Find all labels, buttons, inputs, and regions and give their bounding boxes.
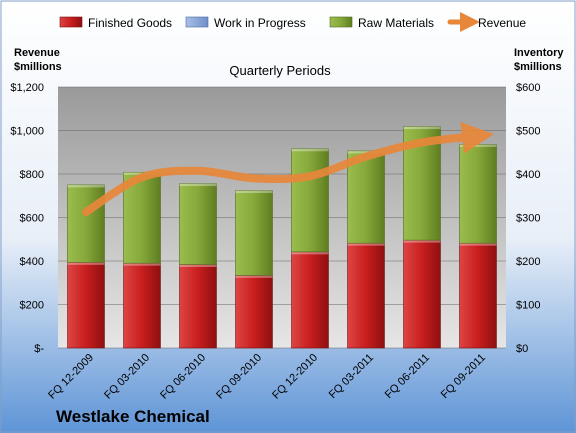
bar-finished-goods	[123, 262, 161, 349]
bar-finished-goods	[459, 242, 497, 349]
bar-highlight	[291, 251, 329, 255]
legend-label: Raw Materials	[358, 16, 434, 30]
left-tick-label: $600	[20, 213, 44, 225]
bar-finished-goods	[347, 242, 385, 349]
left-tick-label: $1,000	[10, 126, 44, 138]
right-tick-label: $500	[516, 126, 540, 138]
left-axis-ticks: $- $200 $400 $600 $800 $1,000 $1,200	[10, 82, 44, 355]
bar-highlight	[179, 264, 217, 267]
bar-highlight	[179, 183, 217, 187]
left-tick-label: $1,200	[10, 82, 44, 94]
chart-subtitle: Quarterly Periods	[229, 63, 331, 78]
bar-highlight	[459, 243, 497, 246]
legend-label: Finished Goods	[88, 16, 172, 30]
right-tick-label: $400	[516, 169, 540, 181]
left-axis-label-line2: $millions	[14, 61, 62, 73]
left-tick-label: $-	[34, 343, 44, 355]
legend-swatch-work-in-progress	[185, 16, 209, 28]
bar-raw-materials	[291, 148, 329, 253]
right-axis-label-line2: $millions	[514, 61, 562, 73]
right-tick-label: $200	[516, 256, 540, 268]
legend-swatch-raw-materials	[329, 16, 353, 28]
right-tick-label: $300	[516, 213, 540, 225]
bar-finished-goods	[403, 239, 441, 349]
bar-raw-materials	[459, 144, 497, 244]
bar-highlight	[123, 263, 161, 266]
bar-raw-materials	[179, 183, 217, 265]
bar-finished-goods	[235, 275, 273, 349]
bar-highlight	[235, 190, 273, 194]
left-tick-label: $800	[20, 169, 44, 181]
bar-highlight	[403, 240, 441, 243]
right-axis-label-line1: Inventory	[514, 47, 564, 59]
bar-raw-materials	[347, 150, 385, 244]
bar-highlight	[459, 144, 497, 147]
right-tick-label: $600	[516, 82, 540, 94]
bar-highlight	[291, 148, 329, 152]
company-name: Westlake Chemical	[56, 407, 210, 426]
legend-label: Work in Progress	[214, 16, 306, 30]
left-tick-label: $200	[20, 300, 44, 312]
left-tick-label: $400	[20, 256, 44, 268]
left-axis-label-line1: Revenue	[14, 47, 60, 59]
bar-highlight	[67, 184, 105, 188]
bar-raw-materials	[235, 190, 273, 276]
bar-finished-goods	[67, 262, 105, 349]
legend: Finished Goods Work in Progress Raw Materi…	[59, 12, 526, 32]
bar-highlight	[347, 150, 385, 154]
bar-highlight	[403, 126, 441, 130]
revenue-line	[82, 121, 494, 217]
bars	[67, 126, 497, 349]
bar-highlight	[347, 243, 385, 246]
bar-finished-goods	[291, 251, 329, 349]
legend-label: Revenue	[478, 16, 526, 30]
right-axis-ticks: $0 $100 $200 $300 $400 $500 $600	[516, 82, 540, 355]
right-tick-label: $0	[516, 343, 528, 355]
bar-highlight	[67, 262, 105, 265]
right-tick-label: $100	[516, 300, 540, 312]
bar-raw-materials	[67, 184, 105, 263]
legend-swatch-finished-goods	[59, 16, 83, 28]
bar-finished-goods	[179, 264, 217, 349]
bar-highlight	[235, 275, 273, 278]
